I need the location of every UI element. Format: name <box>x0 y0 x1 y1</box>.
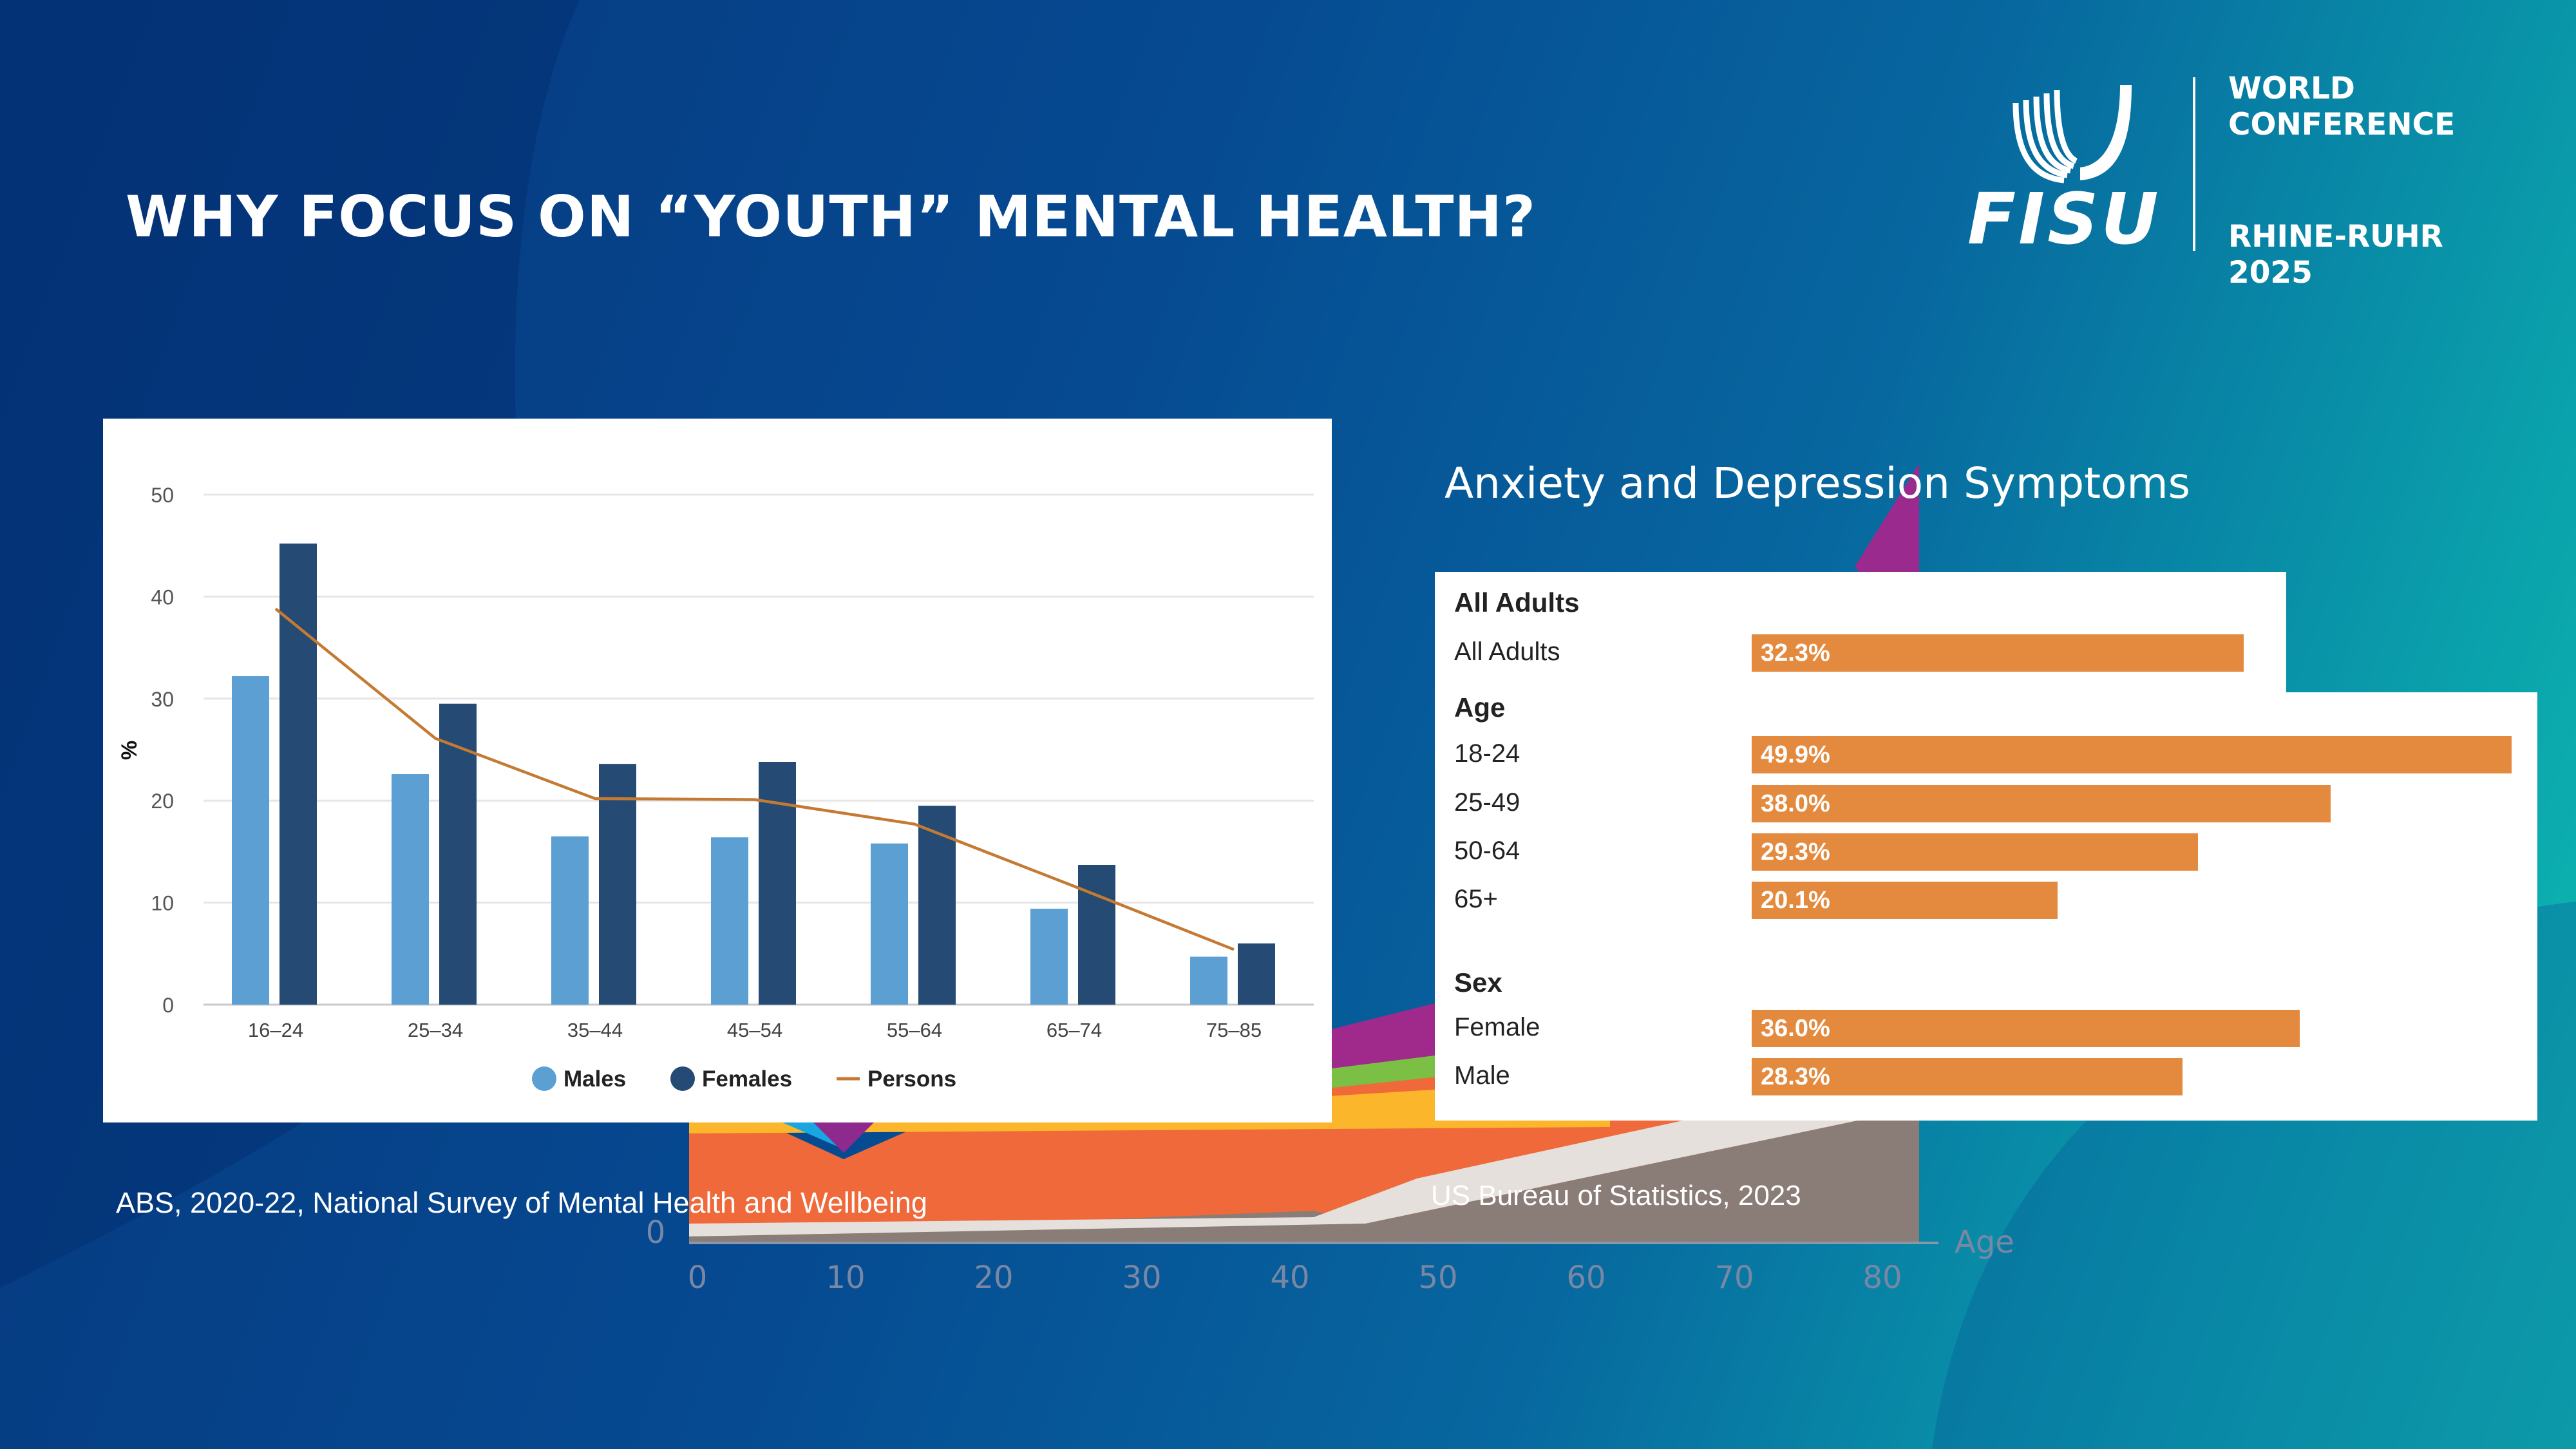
x-tick-label: 45–54 <box>727 1019 782 1041</box>
x-tick-label: 16–24 <box>248 1019 303 1041</box>
bg-x-label: Age <box>1955 1224 2014 1260</box>
hbar-bar: 32.3% <box>1752 634 2244 672</box>
legend-label: Persons <box>867 1066 956 1092</box>
bar-males <box>232 676 269 1005</box>
bg-x-tick: 80 <box>1862 1260 1902 1296</box>
hbar-category-label: 50-64 <box>1454 837 1520 865</box>
right-chart-title: Anxiety and Depression Symptoms <box>1444 459 2191 508</box>
hbar-bar: 49.9% <box>1752 736 2512 773</box>
bar-males <box>551 836 589 1005</box>
bar-females <box>439 703 477 1005</box>
hbar-bar: 38.0% <box>1752 785 2331 822</box>
hbar-category-label: Male <box>1454 1061 1510 1090</box>
logo-brand: FISU <box>1967 178 2161 260</box>
hbar-bar: 20.1% <box>1752 882 2058 919</box>
y-tick-label: 40 <box>151 585 174 609</box>
y-axis-label: % <box>117 741 142 760</box>
bar-males <box>871 843 908 1005</box>
bar-females <box>599 764 636 1005</box>
hbar-category-label: 65+ <box>1454 885 1498 913</box>
bar-males <box>1190 956 1227 1005</box>
logo-line2: CONFERENCE <box>2228 107 2456 142</box>
legend-swatch <box>532 1066 556 1091</box>
right-source-caption: US Bureau of Statistics, 2023 <box>1431 1180 1801 1211</box>
bg-x-tick: 40 <box>1270 1260 1309 1296</box>
x-tick-label: 65–74 <box>1046 1019 1102 1041</box>
hbar-group-heading: Sex <box>1454 967 1502 998</box>
legend-label: Females <box>702 1066 792 1092</box>
x-tick-label: 75–85 <box>1206 1019 1262 1041</box>
left-chart-panel: 0 10 20 30 40 50% 16–24 25–34 35–44 45–54 55–64 65–… <box>103 419 1332 1122</box>
bg-x-tick: 50 <box>1418 1260 1457 1296</box>
hbar-bar: 36.0% <box>1752 1010 2300 1047</box>
y-tick-label: 50 <box>151 484 174 507</box>
hbar-bar: 29.3% <box>1752 833 2198 871</box>
hbar-group-heading: Age <box>1454 692 1506 723</box>
y-tick-label: 0 <box>162 994 174 1017</box>
hbar-category-label: 18-24 <box>1454 739 1520 768</box>
bar-males <box>711 837 748 1005</box>
hbar-category-label: All Adults <box>1454 638 1560 666</box>
left-bar-chart: 0 10 20 30 40 50% 16–24 25–34 35–44 45–54 55–64 65–… <box>117 484 1314 1092</box>
x-tick-label: 55–64 <box>887 1019 942 1041</box>
hbar-bar: 28.3% <box>1752 1058 2183 1095</box>
bar-females <box>1238 943 1275 1005</box>
hbar-group-heading: All Adults <box>1454 587 1580 618</box>
bar-males <box>1030 909 1068 1005</box>
left-source-caption: ABS, 2020-22, National Survey of Mental … <box>116 1186 927 1219</box>
legend-label: Males <box>564 1066 626 1092</box>
y-tick-label: 10 <box>151 892 174 915</box>
fisu-logo: FISU WORLD CONFERENCE RHINE-RUHR 2025 <box>1967 71 2521 290</box>
y-tick-label: 30 <box>151 688 174 711</box>
legend-swatch <box>670 1066 695 1091</box>
bar-females <box>1078 864 1115 1005</box>
bg-x-tick: 20 <box>974 1260 1013 1296</box>
bg-x-tick: 60 <box>1566 1260 1605 1296</box>
bg-x-tick: 10 <box>826 1260 865 1296</box>
fisu-emblem-icon <box>2012 85 2132 184</box>
page-title: WHY FOCUS ON “YOUTH” MENTAL HEALTH? <box>126 184 1537 250</box>
x-tick-label: 35–44 <box>567 1019 623 1041</box>
bg-x-tick: 0 <box>688 1260 708 1296</box>
x-tick-label: 25–34 <box>408 1019 463 1041</box>
logo-line1: WORLD <box>2228 71 2355 106</box>
logo-divider <box>2193 77 2195 251</box>
hbar-category-label: 25-49 <box>1454 788 1520 817</box>
bar-females <box>279 544 317 1005</box>
bg-y-zero: 0 <box>646 1215 666 1251</box>
line-persons <box>274 607 1235 951</box>
logo-line3: RHINE-RUHR 2025 <box>2228 219 2443 290</box>
bg-x-tick: 30 <box>1122 1260 1161 1296</box>
y-tick-label: 20 <box>151 790 174 813</box>
hbar-category-label: Female <box>1454 1013 1540 1041</box>
bg-x-tick: 70 <box>1714 1260 1754 1296</box>
bar-males <box>392 774 429 1005</box>
